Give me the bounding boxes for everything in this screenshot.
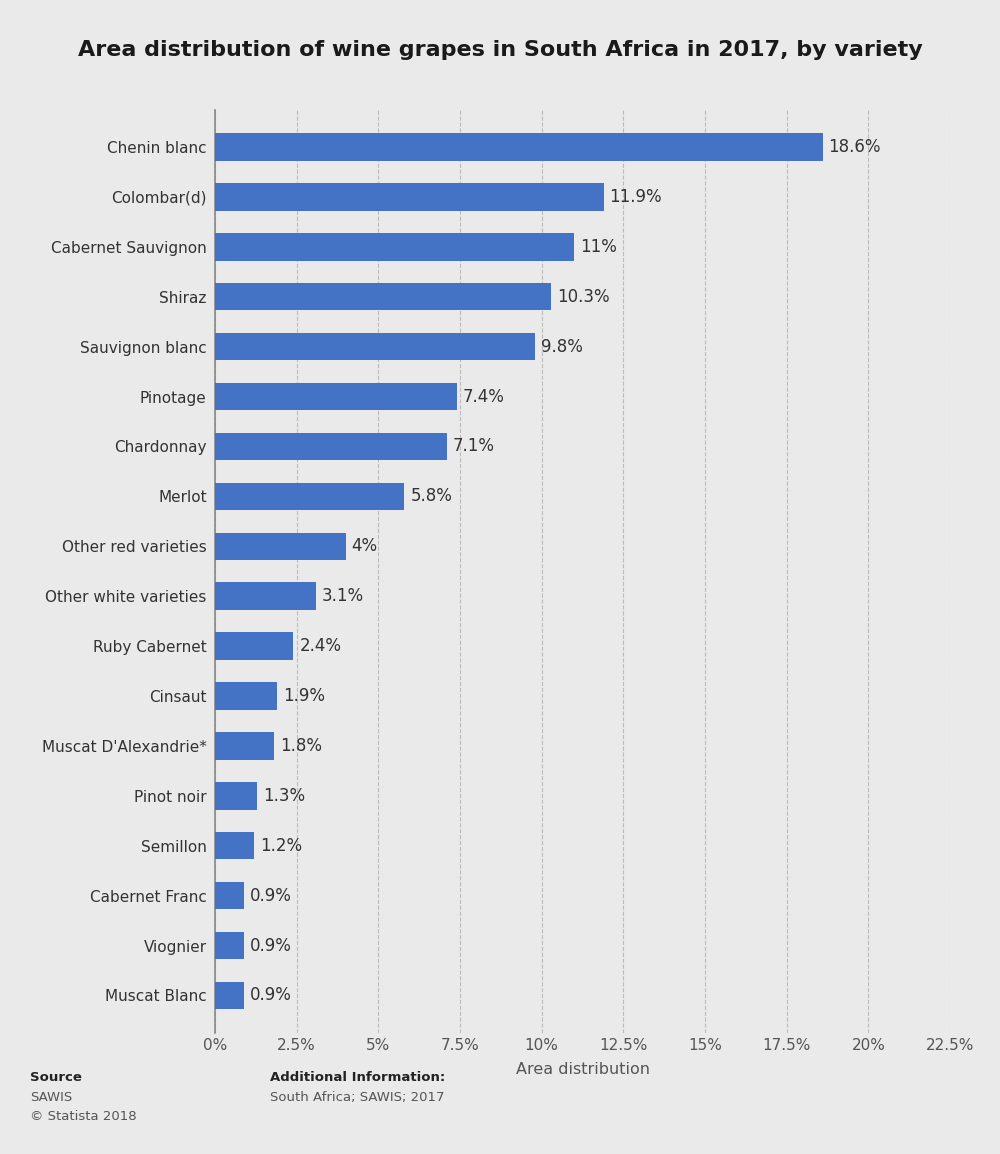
Text: 1.2%: 1.2% [260, 837, 302, 855]
Text: 1.8%: 1.8% [280, 737, 322, 755]
Bar [215, 433, 447, 460]
Text: 18.6%: 18.6% [828, 138, 881, 156]
Text: 2.4%: 2.4% [299, 637, 341, 655]
Bar [215, 732, 274, 759]
Bar [215, 482, 404, 510]
Text: 9.8%: 9.8% [541, 338, 583, 355]
Text: 5.8%: 5.8% [410, 487, 452, 505]
Bar [215, 233, 574, 261]
Text: Source: Source [30, 1071, 82, 1084]
Text: SAWIS: SAWIS [30, 1091, 72, 1103]
Text: 0.9%: 0.9% [250, 987, 292, 1004]
Bar [215, 632, 293, 660]
Text: 0.9%: 0.9% [250, 886, 292, 905]
Text: 10.3%: 10.3% [557, 287, 610, 306]
Bar [215, 682, 277, 710]
Text: 3.1%: 3.1% [322, 587, 364, 605]
Bar [215, 532, 346, 560]
Text: 0.9%: 0.9% [250, 937, 292, 954]
Bar [215, 583, 316, 610]
X-axis label: Area distribution: Area distribution [516, 1062, 650, 1077]
Bar [215, 183, 604, 211]
Text: South Africa; SAWIS; 2017: South Africa; SAWIS; 2017 [270, 1091, 444, 1103]
Text: Area distribution of wine grapes in South Africa in 2017, by variety: Area distribution of wine grapes in Sout… [78, 40, 922, 60]
Bar [215, 334, 535, 360]
Bar [215, 782, 257, 809]
Bar [215, 134, 823, 160]
Text: 7.1%: 7.1% [453, 437, 495, 456]
Bar [215, 931, 244, 959]
Bar [215, 882, 244, 909]
Text: 4%: 4% [352, 538, 378, 555]
Bar [215, 832, 254, 860]
Text: © Statista 2018: © Statista 2018 [30, 1110, 137, 1123]
Bar [215, 383, 457, 411]
Text: 1.9%: 1.9% [283, 687, 325, 705]
Bar [215, 982, 244, 1009]
Text: 11%: 11% [580, 238, 617, 256]
Text: 7.4%: 7.4% [463, 388, 504, 405]
Text: 1.3%: 1.3% [263, 787, 305, 804]
Bar [215, 283, 551, 310]
Text: 11.9%: 11.9% [610, 188, 662, 205]
Text: Additional Information:: Additional Information: [270, 1071, 445, 1084]
